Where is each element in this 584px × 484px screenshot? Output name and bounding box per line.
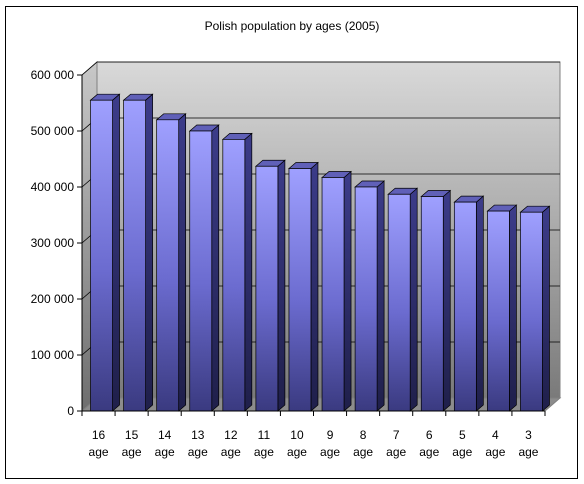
bar xyxy=(321,170,352,412)
x-tick-label: 3 age xyxy=(518,428,538,459)
bar-front xyxy=(189,130,213,412)
bar-side xyxy=(112,93,120,412)
bar-side xyxy=(442,189,451,412)
y-tick-label: 0 xyxy=(67,404,74,418)
bar-front xyxy=(487,210,510,412)
bar-front xyxy=(123,99,146,412)
x-tick-label: 12 age xyxy=(221,428,241,459)
x-tick-label: 8 age xyxy=(353,428,373,459)
y-tick-label: 200 000 xyxy=(31,292,75,306)
x-tick-label: 11 age xyxy=(254,428,274,459)
x-tick-label: 13 age xyxy=(188,428,208,459)
bar-side xyxy=(475,195,484,412)
bar xyxy=(354,180,386,412)
bar-side xyxy=(376,180,385,412)
bar xyxy=(387,187,419,412)
bar-front xyxy=(420,196,444,412)
bar-side xyxy=(244,132,253,412)
bar-side xyxy=(343,170,352,412)
bar-side xyxy=(542,205,550,412)
bar xyxy=(288,161,319,412)
x-tick-label: 10 age xyxy=(287,428,307,459)
y-tick-label: 300 000 xyxy=(31,236,75,250)
bar xyxy=(89,93,121,412)
bar xyxy=(420,189,452,412)
bar-front xyxy=(520,211,543,412)
bar xyxy=(188,124,220,412)
gridline xyxy=(81,61,560,76)
bar xyxy=(254,159,286,412)
bar-side xyxy=(509,204,517,412)
bar-side xyxy=(409,187,418,412)
bar-side xyxy=(310,161,319,412)
x-tick-label: 15 age xyxy=(122,428,142,459)
x-axis: 16 age 15 age 14 age 13 age 12 age 11 age 10 age 9 age 8… xyxy=(81,410,546,459)
y-axis: 0 100 000 200 000 300 000 400 000 500 000 600 … xyxy=(31,68,83,418)
y-tick-label: 500 000 xyxy=(31,124,75,138)
y-tick-label: 400 000 xyxy=(31,180,75,194)
x-tick-label: 6 age xyxy=(419,428,439,459)
x-tick-label: 14 age xyxy=(155,428,175,459)
x-tick-label: 16 age xyxy=(89,428,109,459)
bar xyxy=(453,195,485,412)
bar xyxy=(221,132,253,412)
chart-title: Polish population by ages (2005) xyxy=(205,19,380,33)
bar-front xyxy=(387,193,411,412)
x-tick-label: 9 age xyxy=(320,428,340,459)
x-tick-label: 7 age xyxy=(386,428,406,459)
bar-front xyxy=(90,99,113,412)
y-tick-label: 100 000 xyxy=(31,348,75,362)
bar xyxy=(155,113,187,412)
x-tick-label: 5 age xyxy=(452,428,472,459)
bar-side xyxy=(211,124,220,412)
bar-front xyxy=(255,165,279,412)
y-tick-label: 600 000 xyxy=(31,68,75,82)
bar-front xyxy=(321,177,345,412)
bar-front xyxy=(156,119,180,412)
bar-side xyxy=(145,93,153,412)
x-tick-label: 4 age xyxy=(485,428,505,459)
bar-front xyxy=(222,139,246,412)
bar xyxy=(486,204,518,412)
bar-front xyxy=(288,168,312,412)
bars xyxy=(89,93,551,412)
bar xyxy=(122,93,154,412)
bar-side xyxy=(178,113,187,412)
bar-front xyxy=(354,186,378,412)
bar-front xyxy=(453,201,477,412)
bar xyxy=(519,205,551,412)
bar-side xyxy=(277,159,286,412)
